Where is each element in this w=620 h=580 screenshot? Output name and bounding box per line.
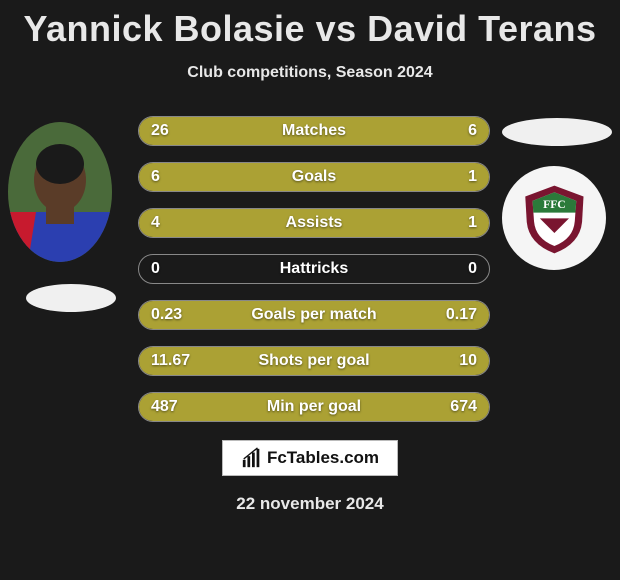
stat-row: 0.230.17Goals per match [138, 300, 490, 330]
player-avatar-icon [8, 122, 112, 262]
footer-date: 22 november 2024 [0, 494, 620, 514]
stat-label: Goals [139, 163, 489, 191]
right-player-photo-placeholder [502, 118, 612, 146]
left-club-badge-placeholder [26, 284, 116, 312]
stat-label: Matches [139, 117, 489, 145]
chart-icon [241, 447, 263, 469]
footer-brand-text: FcTables.com [267, 448, 379, 468]
stat-label: Goals per match [139, 301, 489, 329]
stat-row: 266Matches [138, 116, 490, 146]
stat-row: 41Assists [138, 208, 490, 238]
stat-row: 487674Min per goal [138, 392, 490, 422]
stat-row: 61Goals [138, 162, 490, 192]
footer-brand-badge: FcTables.com [222, 440, 398, 476]
stat-label: Min per goal [139, 393, 489, 421]
stat-label: Shots per goal [139, 347, 489, 375]
left-player-photo [8, 122, 112, 262]
right-club-badge: FFC [502, 166, 606, 270]
svg-text:FFC: FFC [543, 198, 566, 211]
stat-rows: 266Matches 61Goals 41Assists 00Hattricks 0.2… [138, 116, 490, 422]
page-title: Yannick Bolasie vs David Terans [0, 0, 620, 50]
subtitle: Club competitions, Season 2024 [0, 64, 620, 82]
stat-label: Hattricks [139, 255, 489, 283]
comparison-content: FFC 266Matches 61Goals 41Assists 00Hattrick… [0, 116, 620, 422]
stat-row: 00Hattricks [138, 254, 490, 284]
stat-label: Assists [139, 209, 489, 237]
stat-row: 11.6710Shots per goal [138, 346, 490, 376]
club-shield-icon: FFC [518, 182, 591, 255]
